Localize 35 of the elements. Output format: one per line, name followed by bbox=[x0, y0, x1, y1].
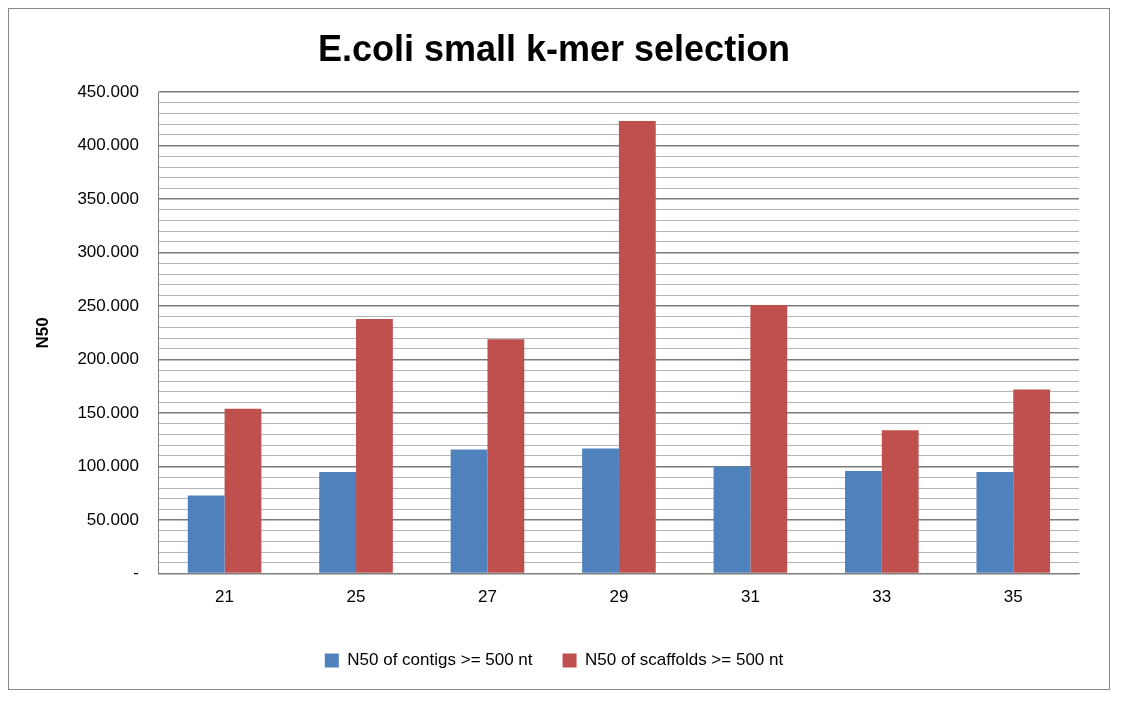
bar bbox=[582, 448, 619, 573]
bar bbox=[881, 430, 919, 573]
legend-label: N50 of contigs >= 500 nt bbox=[347, 650, 533, 670]
x-tick-label: 21 bbox=[215, 587, 235, 607]
y-tick-label: 250.000 bbox=[77, 295, 139, 315]
y-tick-label: 200.000 bbox=[77, 349, 139, 369]
bar bbox=[845, 470, 882, 573]
legend-label: N50 of scaffolds >= 500 nt bbox=[585, 650, 784, 670]
bar bbox=[319, 471, 357, 573]
y-tick-label: 350.000 bbox=[77, 188, 139, 208]
bar bbox=[713, 466, 751, 573]
y-tick-label: - bbox=[133, 563, 139, 583]
bar bbox=[356, 318, 393, 573]
y-axis-title: N50 bbox=[32, 317, 52, 349]
bar bbox=[1013, 389, 1051, 573]
x-tick-label: 35 bbox=[1003, 587, 1023, 607]
y-tick-label: 100.000 bbox=[77, 456, 139, 476]
y-tick-label: 400.000 bbox=[77, 135, 139, 155]
bar bbox=[487, 339, 525, 573]
x-tick-label: 31 bbox=[740, 587, 760, 607]
y-tick-label: 450.000 bbox=[77, 81, 139, 101]
bar bbox=[187, 495, 225, 573]
bar bbox=[618, 121, 656, 573]
x-tick-label: 33 bbox=[872, 587, 892, 607]
y-tick-label: 50.000 bbox=[86, 509, 139, 529]
bar bbox=[750, 305, 788, 573]
x-tick-label: 25 bbox=[346, 587, 366, 607]
chart-title: E.coli small k-mer selection bbox=[317, 27, 791, 69]
bar bbox=[976, 471, 1014, 573]
x-tick-label: 29 bbox=[609, 587, 629, 607]
bar bbox=[224, 408, 262, 573]
bar bbox=[450, 449, 488, 573]
x-tick-label: 27 bbox=[478, 587, 497, 607]
y-tick-label: 300.000 bbox=[77, 242, 139, 262]
y-tick-label: 150.000 bbox=[77, 402, 139, 422]
